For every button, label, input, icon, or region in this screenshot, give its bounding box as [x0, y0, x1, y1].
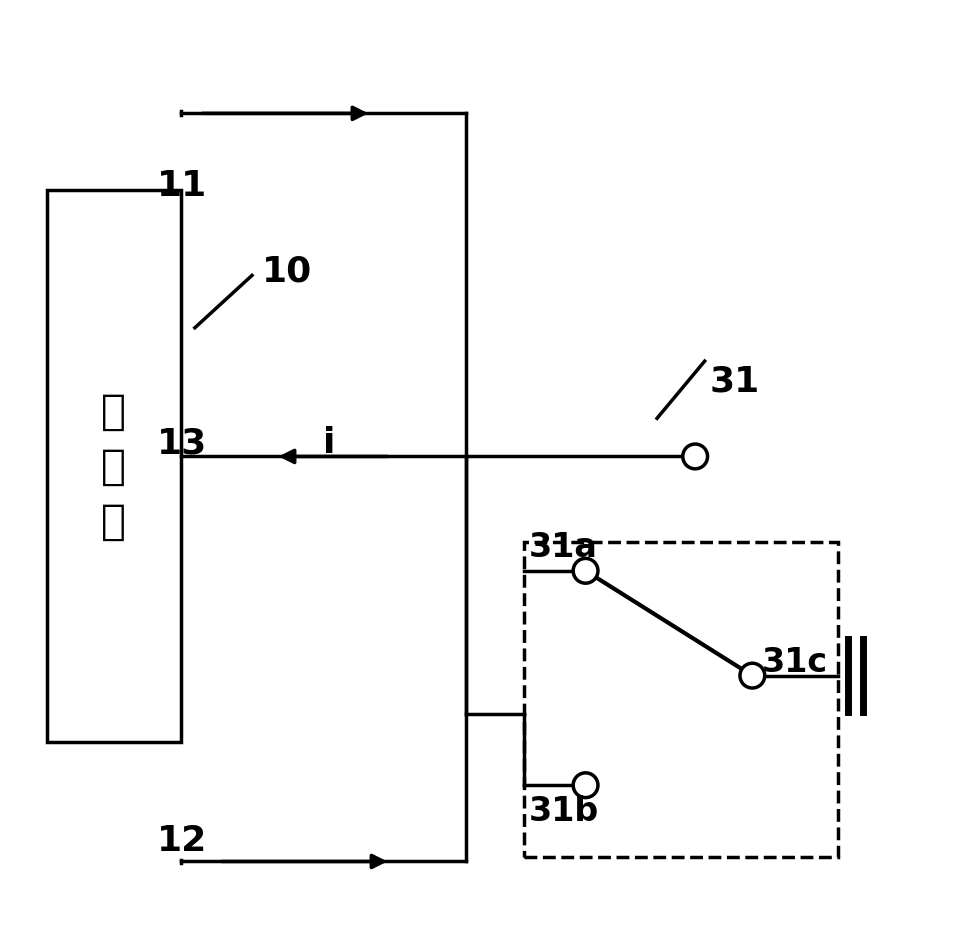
Bar [523, 543, 838, 857]
Text: i: i [323, 426, 336, 460]
Circle shape [740, 664, 765, 688]
Circle shape [683, 445, 708, 469]
Text: 12: 12 [156, 823, 207, 857]
Text: 电
位
计: 电 位 计 [101, 390, 126, 543]
Text: 31b: 31b [528, 795, 599, 827]
Bar [48, 190, 181, 743]
Text: 11: 11 [156, 169, 207, 203]
Circle shape [573, 773, 598, 798]
Text: 10: 10 [261, 254, 312, 288]
Text: 31: 31 [710, 364, 759, 398]
Text: 31c: 31c [762, 645, 828, 678]
Circle shape [573, 559, 598, 584]
Text: 13: 13 [156, 426, 207, 460]
Text: 31a: 31a [528, 531, 597, 564]
